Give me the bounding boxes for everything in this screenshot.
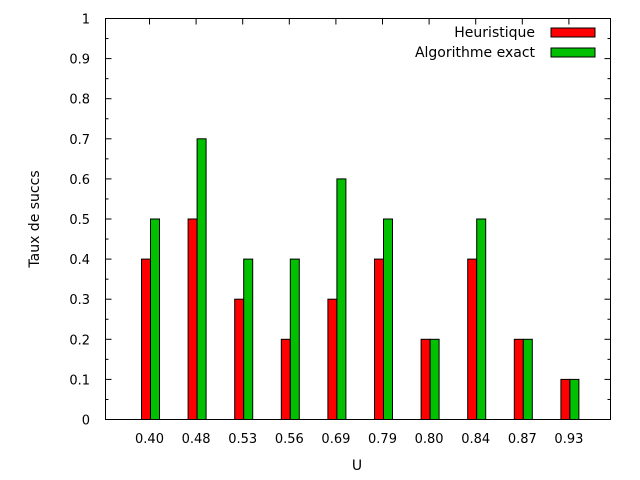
legend: Heuristique Algorithme exact	[415, 25, 596, 61]
bar-algorithme-exact	[243, 258, 254, 420]
x-axis: 0.40 0.48 0.53 0.56 0.69 0.79 0.80 0.84 0.87 0.93	[135, 18, 583, 447]
bar-heuristique	[187, 218, 198, 420]
bar-algorithme-exact	[476, 218, 487, 420]
bar-algorithme-exact	[569, 378, 580, 420]
legend-label: Heuristique	[454, 25, 535, 41]
y-tick-label: 0.8	[69, 93, 90, 108]
bar-heuristique	[327, 298, 338, 421]
x-tick-label: 0.84	[461, 432, 490, 447]
x-tick-label: 0.40	[135, 432, 164, 447]
legend-swatch	[550, 27, 596, 38]
y-tick-label: 0	[82, 414, 90, 429]
plot-frame	[105, 18, 611, 420]
bar-heuristique	[374, 258, 384, 420]
x-tick-label: 0.87	[508, 432, 537, 447]
y-axis: 0 0.1 0.2 0.3 0.4 0.5 0.6 0.7 0.8 0.9 1	[69, 13, 611, 429]
bar-heuristique	[467, 258, 478, 420]
y-tick-label: 0.1	[69, 373, 90, 388]
bar-algorithme-exact	[522, 338, 533, 420]
bar-heuristique	[280, 338, 291, 420]
bar-algorithme-exact	[336, 178, 347, 420]
bar-algorithme-exact	[383, 218, 393, 420]
bar-heuristique	[141, 258, 151, 420]
x-tick-label: 0.53	[228, 432, 257, 447]
y-tick-label: 0.5	[69, 213, 90, 228]
x-tick-label: 0.93	[554, 432, 583, 447]
legend-label: Algorithme exact	[415, 45, 536, 61]
y-tick-label: 0.4	[69, 253, 90, 268]
y-tick-label: 1	[82, 13, 90, 28]
y-axis-label: Taux de succs	[27, 170, 43, 268]
x-tick-label: 0.69	[321, 432, 350, 447]
bar-heuristique	[560, 378, 571, 420]
bar-algorithme-exact	[196, 138, 207, 421]
x-tick-label: 0.79	[368, 432, 397, 447]
bar-algorithme-exact	[429, 338, 440, 420]
y-tick-label: 0.2	[69, 333, 90, 348]
x-axis-label: U	[352, 458, 362, 474]
y-tick-label: 0.9	[69, 53, 90, 68]
bar-algorithme-exact	[150, 218, 160, 420]
x-tick-label: 0.80	[415, 432, 444, 447]
x-tick-label: 0.48	[182, 432, 211, 447]
bar-algorithme-exact	[289, 258, 300, 420]
y-tick-label: 0.6	[69, 173, 90, 188]
bars	[141, 138, 580, 421]
legend-swatch	[550, 47, 596, 58]
y-tick-label: 0.7	[69, 133, 90, 148]
y-tick-label: 0.3	[69, 293, 90, 308]
x-tick-label: 0.56	[275, 432, 304, 447]
bar-heuristique	[420, 338, 431, 420]
bar-heuristique	[234, 298, 245, 421]
bar-heuristique	[513, 338, 524, 420]
